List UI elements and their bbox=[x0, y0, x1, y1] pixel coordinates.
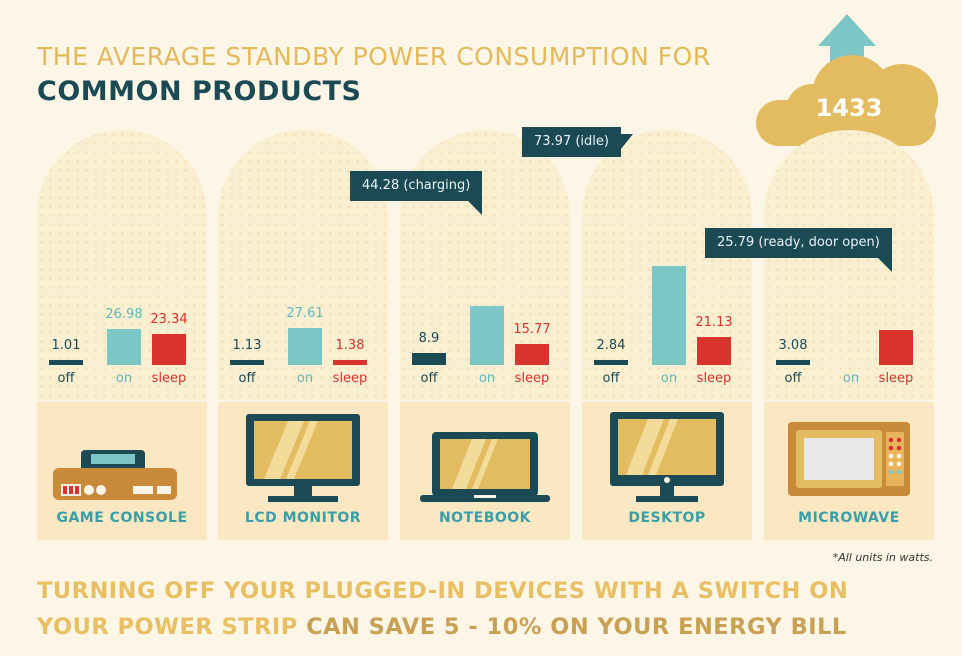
category-label-sleep: sleep bbox=[878, 371, 914, 386]
bar-off bbox=[230, 360, 264, 365]
value-callout: 73.97 (idle) bbox=[522, 127, 621, 157]
bar-sleep bbox=[333, 360, 367, 365]
bar-sleep bbox=[515, 343, 549, 365]
bar-sleep bbox=[879, 330, 913, 365]
product-label: LCD MONITOR bbox=[244, 510, 362, 526]
data-label: 21.13 bbox=[695, 314, 733, 330]
product-icon-box bbox=[218, 402, 388, 540]
data-label: 1.38 bbox=[335, 338, 365, 353]
category-label-on: on bbox=[296, 371, 314, 386]
category-label-off: off bbox=[238, 371, 256, 386]
category-label-on: on bbox=[842, 371, 860, 386]
cloud-icon bbox=[756, 55, 938, 146]
callout-pointer bbox=[621, 134, 633, 149]
product-label: DESKTOP bbox=[628, 510, 706, 526]
product-icon-box bbox=[582, 402, 752, 540]
category-label-on: on bbox=[478, 371, 496, 386]
bar-on bbox=[652, 265, 686, 365]
bar-off bbox=[412, 353, 446, 365]
category-label-on: on bbox=[115, 371, 133, 386]
category-label-off: off bbox=[420, 371, 438, 386]
bar-on bbox=[470, 305, 504, 365]
game-console-icon bbox=[37, 402, 207, 512]
product-label: NOTEBOOK bbox=[438, 510, 532, 526]
footer-line-2-a: YOUR POWER STRIP bbox=[37, 614, 307, 640]
product-label: GAME CONSOLE bbox=[56, 510, 188, 526]
footer-line-1: TURNING OFF YOUR PLUGGED-IN DEVICES WITH… bbox=[37, 578, 849, 604]
data-label: 15.77 bbox=[513, 321, 551, 337]
bar-off bbox=[49, 360, 83, 365]
product-icon-box bbox=[37, 402, 207, 540]
footer-line-2-b: CAN SAVE 5 - 10% ON YOUR ENERGY BILL bbox=[306, 614, 847, 640]
category-label-off: off bbox=[57, 371, 75, 386]
title-line-1: THE AVERAGE STANDBY POWER CONSUMPTION FO… bbox=[37, 42, 711, 71]
category-label-sleep: sleep bbox=[151, 371, 187, 386]
product-label: MICROWAVE bbox=[798, 510, 900, 526]
data-label: 23.34 bbox=[150, 311, 188, 327]
arrow-head bbox=[818, 14, 876, 46]
bar-on bbox=[288, 328, 322, 365]
data-label: 3.08 bbox=[778, 338, 808, 353]
units-note: *All units in watts. bbox=[832, 551, 933, 564]
product-panel bbox=[218, 130, 388, 400]
microwave-icon bbox=[764, 402, 934, 512]
callout-pointer bbox=[878, 258, 892, 272]
value-callout: 44.28 (charging) bbox=[350, 171, 483, 201]
desktop-icon bbox=[582, 402, 752, 512]
category-label-sleep: sleep bbox=[514, 371, 550, 386]
value-callout: 25.79 (ready, door open) bbox=[705, 228, 892, 258]
data-label: 26.98 bbox=[105, 306, 143, 322]
data-label: 1.13 bbox=[232, 338, 262, 353]
data-label: 8.9 bbox=[418, 331, 440, 347]
product-icon-box bbox=[400, 402, 570, 540]
data-label: 27.61 bbox=[286, 306, 324, 321]
category-label-on: on bbox=[660, 371, 678, 386]
title-line-2: COMMON PRODUCTS bbox=[37, 76, 362, 107]
callout-pointer bbox=[468, 201, 482, 215]
product-icon-box bbox=[764, 402, 934, 540]
bar-off bbox=[776, 360, 810, 365]
cloud-value: 1433 bbox=[815, 94, 883, 122]
category-label-off: off bbox=[784, 371, 802, 386]
category-label-sleep: sleep bbox=[696, 371, 732, 386]
footer-line-2: YOUR POWER STRIP CAN SAVE 5 - 10% ON YOU… bbox=[37, 614, 847, 640]
bar-sleep bbox=[152, 333, 186, 365]
data-label: 1.01 bbox=[51, 338, 81, 353]
bar-on bbox=[107, 328, 141, 365]
category-label-sleep: sleep bbox=[332, 371, 368, 386]
bar-sleep bbox=[697, 336, 731, 365]
data-label: 2.84 bbox=[596, 338, 626, 353]
notebook-icon bbox=[400, 402, 570, 512]
bar-off bbox=[594, 360, 628, 365]
lcd-monitor-icon bbox=[218, 402, 388, 512]
category-label-off: off bbox=[602, 371, 620, 386]
